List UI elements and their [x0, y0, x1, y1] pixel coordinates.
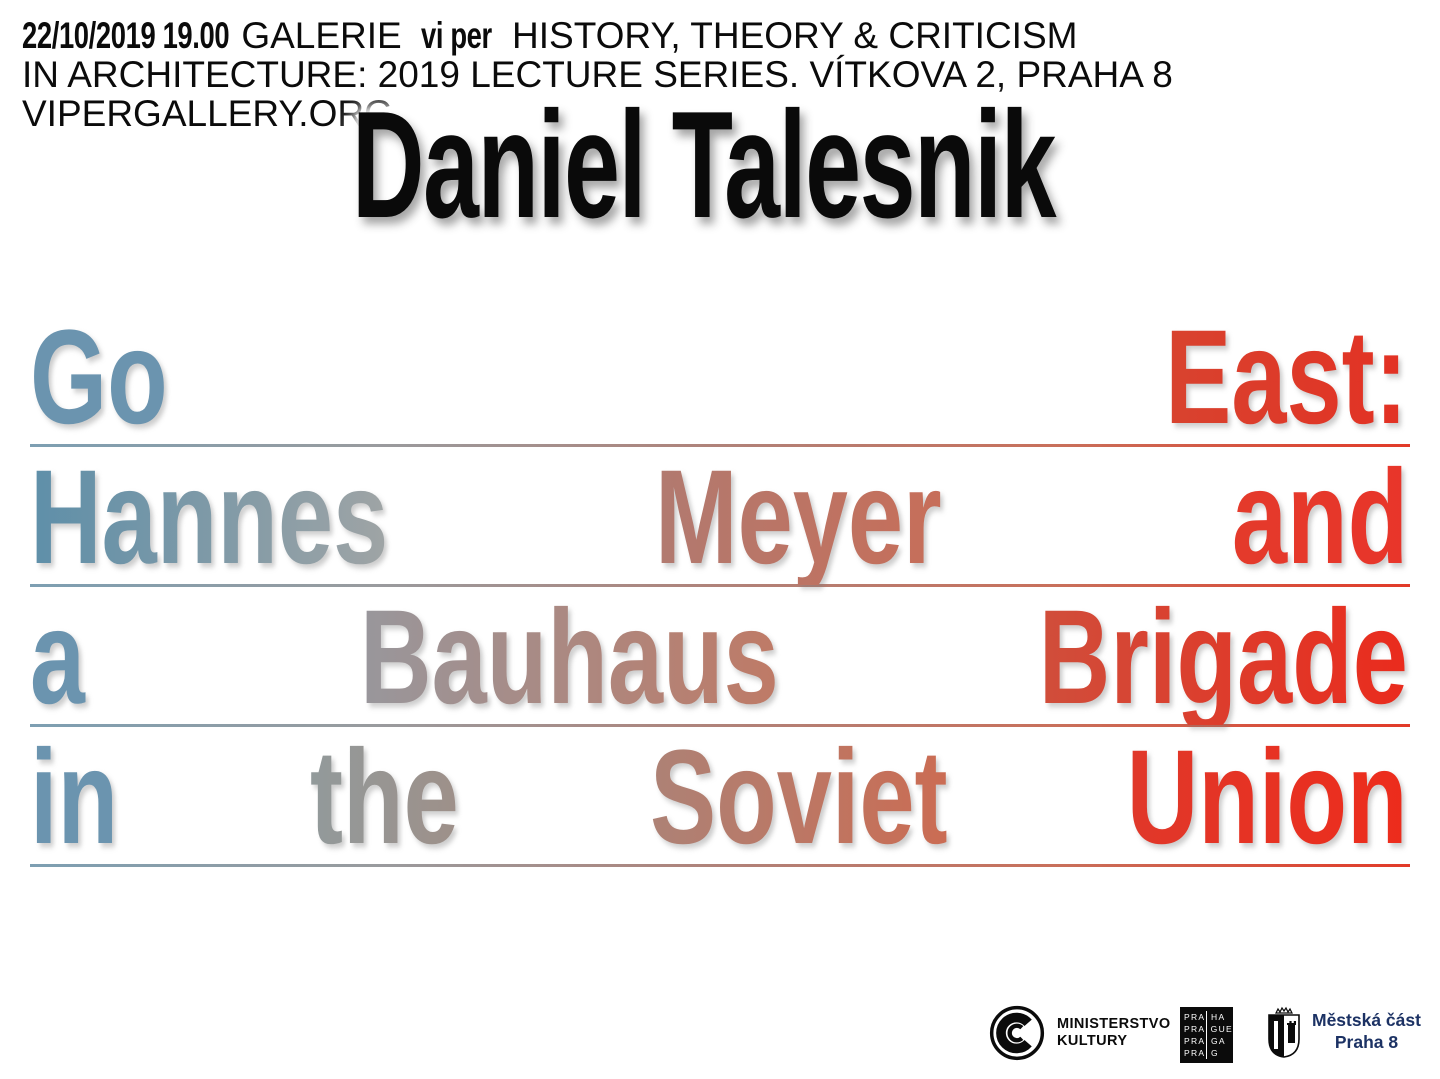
- ministry-label-line1: MINISTERSTVO: [1057, 1015, 1171, 1032]
- event-date-time: 22/10/2019 19.00: [22, 15, 230, 56]
- prague-logo-row: PRA G: [1180, 1047, 1233, 1059]
- speaker-name: Daniel Talesnik: [352, 80, 1056, 250]
- prague-cell: G: [1206, 1047, 1219, 1059]
- prague-cell: HA: [1206, 1011, 1225, 1023]
- title-word-hannes: Hannes: [30, 443, 389, 592]
- title-word-meyer: Meyer: [655, 443, 942, 592]
- praha8-label-line2: Praha 8: [1334, 1032, 1399, 1052]
- lecture-title: Go East: Hannes Meyer and a Bauhaus Brig…: [0, 307, 1440, 867]
- title-word-a: a: [30, 583, 86, 732]
- ministry-culture-label: MINISTERSTVO KULTURY: [1057, 1016, 1171, 1050]
- header-info: 22/10/2019 19.00 GALERIE vi per HISTORY,…: [22, 16, 1173, 133]
- sponsor-footer: MINISTERSTVO KULTURY PRA HA PRA GUE PRA …: [0, 1000, 1440, 1079]
- ministry-of-culture-block: MINISTERSTVO KULTURY: [988, 1004, 1171, 1062]
- prague-logo-row: PRA GUE: [1180, 1023, 1233, 1035]
- title-row-2: Hannes Meyer and: [0, 447, 1440, 587]
- title-row-1: Go East:: [0, 307, 1440, 447]
- gallery-website: VIPERGALLERY.ORG: [22, 93, 393, 134]
- title-word-and: and: [1231, 443, 1408, 592]
- title-word-the: the: [310, 723, 459, 872]
- praha8-label: Městská část Praha 8: [1312, 1010, 1421, 1054]
- gallery-name: vi per: [421, 15, 492, 56]
- prague-cell: PRA: [1184, 1023, 1206, 1034]
- ministry-culture-logo-icon: [989, 1005, 1045, 1061]
- series-title-part1: HISTORY, THEORY & CRITICISM: [512, 15, 1078, 56]
- galerie-word: GALERIE: [241, 15, 402, 56]
- prague-logo-row: PRA HA: [1180, 1011, 1233, 1023]
- title-row-3: a Bauhaus Brigade: [0, 587, 1440, 727]
- header-line-1: 22/10/2019 19.00 GALERIE vi per HISTORY,…: [22, 16, 1173, 55]
- prague-cell: PRA: [1184, 1011, 1206, 1022]
- title-word-brigade: Brigade: [1038, 583, 1408, 732]
- title-word-soviet: Soviet: [650, 723, 948, 872]
- title-row-4: in the Soviet Union: [0, 727, 1440, 867]
- title-word-east: East:: [1165, 303, 1408, 452]
- praha8-district-block: Městská část Praha 8: [1266, 1005, 1421, 1059]
- prague-city-logo: PRA HA PRA GUE PRA GA PRA G: [1180, 1007, 1233, 1063]
- prague-logo-row: PRA GA: [1180, 1035, 1233, 1047]
- prague-cell: PRA: [1184, 1035, 1206, 1046]
- praha8-label-line1: Městská část: [1312, 1010, 1421, 1031]
- praha8-coat-of-arms-icon: [1268, 1006, 1300, 1058]
- title-word-go: Go: [30, 303, 168, 452]
- title-word-union: Union: [1127, 723, 1408, 872]
- prague-cell: GA: [1206, 1035, 1226, 1047]
- prague-cell: PRA: [1184, 1047, 1206, 1058]
- ministry-label-line2: KULTURY: [1057, 1033, 1128, 1049]
- prague-cell: GUE: [1205, 1023, 1233, 1035]
- series-title-part2: IN ARCHITECTURE: 2019 LECTURE SERIES. VÍ…: [22, 54, 1173, 95]
- title-word-bauhaus: Bauhaus: [360, 583, 779, 732]
- title-word-in: in: [30, 723, 119, 872]
